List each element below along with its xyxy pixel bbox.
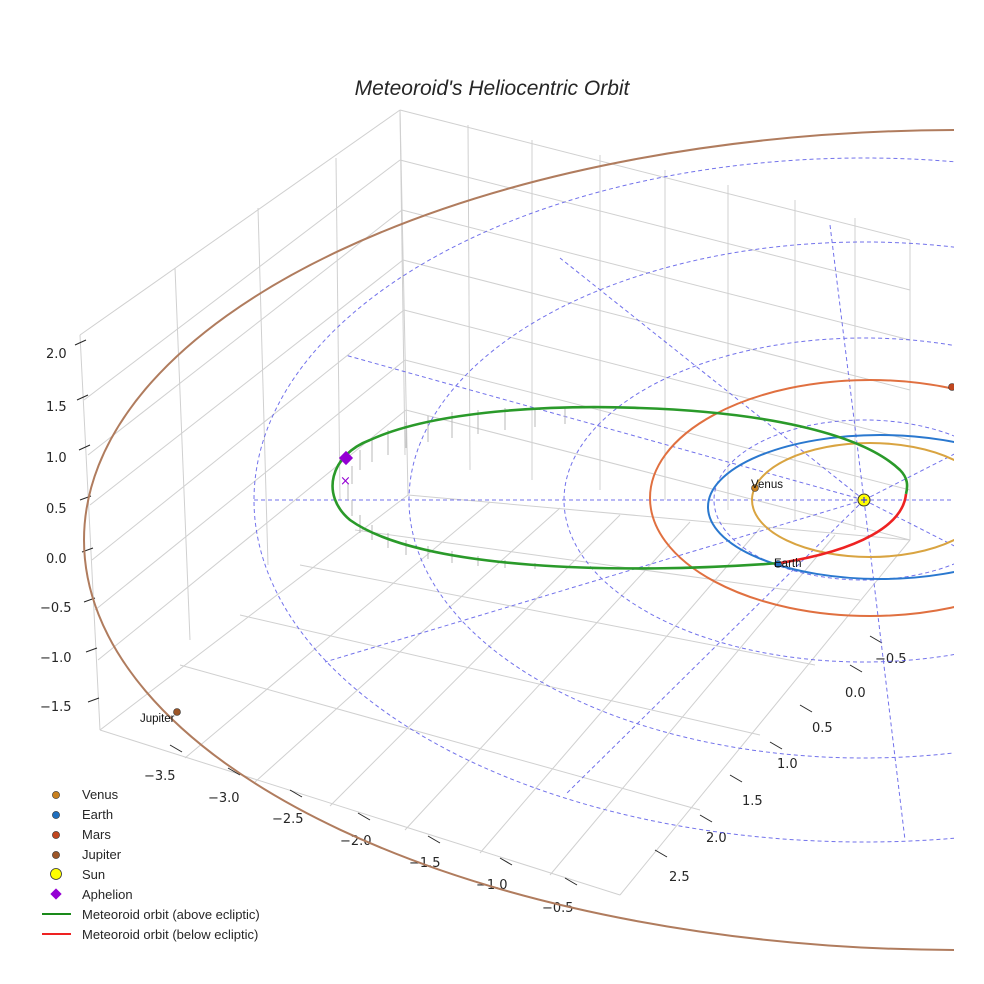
legend-sun-marker [50,868,62,880]
legend-label: Meteoroid orbit (below ecliptic) [82,927,258,942]
earth-orbit [707,434,954,580]
y-tick-label: 1.5 [742,794,763,809]
y-axis-tick-labels: −0.5 0.0 0.5 1.0 1.5 2.0 2.5 [669,652,907,885]
z-tick-label: −1.0 [40,651,72,666]
z-tick-label: 0.0 [46,552,67,567]
aphelion-marker [338,450,354,466]
jupiter-orbit [83,129,954,951]
y-tick-label: 0.0 [845,686,866,701]
chart-title: Meteoroid's Heliocentric Orbit [355,77,631,100]
z-tick-label: 1.0 [46,451,67,466]
venus-marker [751,484,759,492]
legend-venus-marker [52,791,60,799]
x-tick-label: −0.5 [542,901,574,916]
jupiter-marker [173,708,181,716]
legend-earth-marker [52,811,60,819]
legend-aphelion-marker [50,888,62,900]
venus-label: Venus [751,479,783,491]
y-tick-label: 2.5 [669,870,690,885]
z-tick-label: 0.5 [46,502,67,517]
y-tick-label: 2.0 [706,831,727,846]
legend-label: Earth [82,807,113,822]
ecliptic-reference-grid [253,157,954,843]
x-tick-label: −2.0 [340,834,372,849]
legend-label: Jupiter [82,847,122,862]
legend: Venus Earth Mars Jupiter Sun Aphelion Me… [42,787,260,942]
y-tick-label: 0.5 [812,721,833,736]
z-tick-label: −1.5 [40,700,72,715]
mars-marker [948,383,954,391]
legend-mars-marker [52,831,60,839]
legend-label: Mars [82,827,111,842]
x-axis-tick-labels: −3.5 −3.0 −2.5 −2.0 −1.5 −1.0 −0.5 [144,769,574,916]
legend-label: Aphelion [82,887,133,902]
z-tick-label: −0.5 [40,601,72,616]
earth-marker [774,560,782,568]
venus-orbit [751,442,954,558]
legend-label: Sun [82,867,105,882]
legend-label: Meteoroid orbit (above ecliptic) [82,907,260,922]
mars-orbit [649,379,954,617]
sun-marker [857,493,871,507]
z-tick-label: 1.5 [46,400,67,415]
y-tick-label: 1.0 [777,757,798,772]
legend-label: Venus [82,787,119,802]
plot-area: × Venus Earth Ma Jupiter [83,129,975,951]
z-axis-tick-labels: 2.0 1.5 1.0 0.5 0.0 −0.5 −1.0 −1.5 [40,347,72,715]
mars-label: Ma [958,374,975,386]
aphelion-projection-marker: × [340,474,351,489]
back-pane-grid [79,109,911,896]
z-tick-label: 2.0 [46,347,67,362]
y-tick-label: −0.5 [875,652,907,667]
x-tick-label: −3.0 [208,791,240,806]
jupiter-label: Jupiter [140,713,175,725]
meteoroid-orbit-below-ecliptic [779,493,908,565]
legend-jupiter-marker [52,851,60,859]
meteoroid-orbit-above-ecliptic [331,405,909,570]
x-tick-label: −3.5 [144,769,176,784]
x-tick-label: −2.5 [272,812,304,827]
earth-label: Earth [774,558,802,570]
